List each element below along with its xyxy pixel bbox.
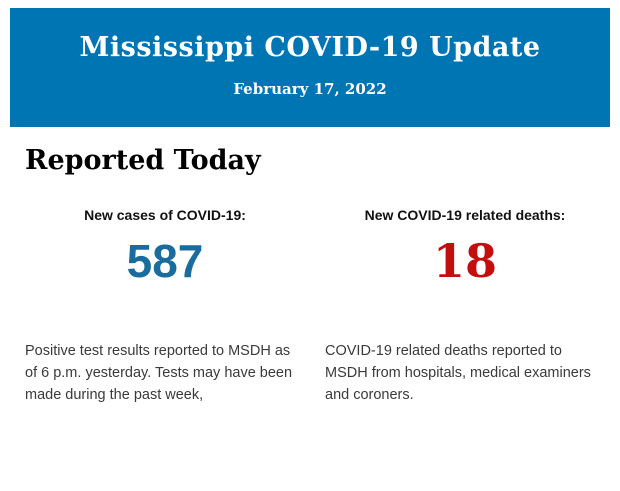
stats-row: New cases of COVID-19: 587 Positive test… <box>25 207 605 421</box>
new-cases-description: Positive test results reported to MSDH a… <box>25 343 293 403</box>
new-deaths-value: 18 <box>432 234 497 288</box>
page-title: Mississippi COVID-19 Update <box>79 32 541 63</box>
section-heading-reported-today: Reported Today <box>25 145 261 176</box>
new-deaths-description: COVID-19 related deaths reported to MSDH… <box>325 343 591 403</box>
stat-new-deaths: New COVID-19 related deaths: 18 COVID-19… <box>325 207 605 421</box>
header-banner: Mississippi COVID-19 Update February 17,… <box>10 8 610 127</box>
report-date: February 17, 2022 <box>233 80 387 98</box>
stat-new-cases: New cases of COVID-19: 587 Positive test… <box>25 207 305 421</box>
new-deaths-label: New COVID-19 related deaths: <box>364 207 566 223</box>
main-content: Reported Today New cases of COVID-19: 58… <box>0 143 620 421</box>
new-cases-value: 587 <box>126 235 204 287</box>
new-cases-label: New cases of COVID-19: <box>84 207 246 223</box>
